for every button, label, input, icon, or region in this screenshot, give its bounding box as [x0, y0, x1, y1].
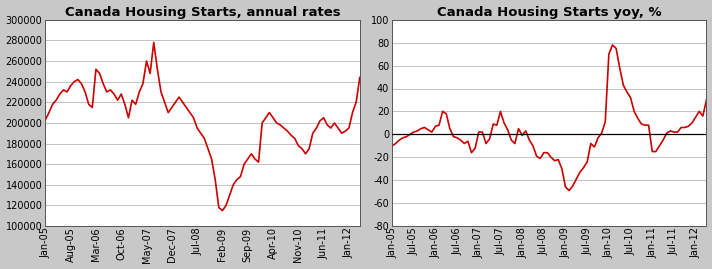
Title: Canada Housing Starts yoy, %: Canada Housing Starts yoy, %	[437, 6, 661, 19]
Title: Canada Housing Starts, annual rates: Canada Housing Starts, annual rates	[65, 6, 340, 19]
